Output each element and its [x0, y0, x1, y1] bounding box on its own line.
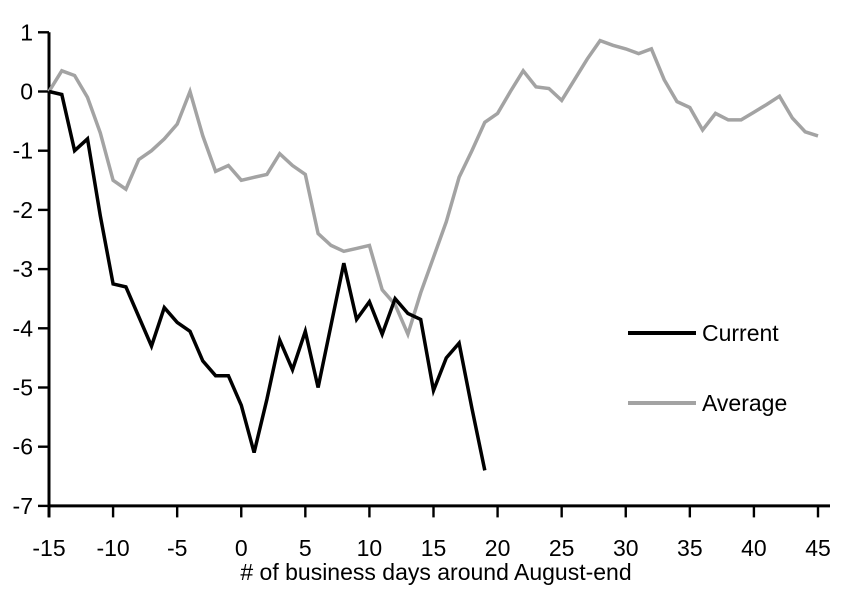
series-line-current	[48, 89, 487, 471]
x-axis-tick-label: 15	[421, 535, 447, 561]
y-axis-tick-label: -5	[13, 375, 33, 401]
x-axis-tick-label: -10	[96, 535, 129, 561]
y-axis-tick-label: -1	[13, 138, 33, 164]
y-axis-tick-label: 1	[20, 19, 33, 45]
x-axis-tick-label: -5	[167, 535, 187, 561]
y-axis-tick-label: -2	[13, 197, 33, 223]
x-axis-title: # of business days around August-end	[240, 559, 631, 585]
x-axis-tick-label: 25	[549, 535, 575, 561]
x-axis-tick-label: 10	[357, 535, 383, 561]
x-axis-tick-label: 40	[741, 535, 767, 561]
legend-label-current: Current	[702, 320, 779, 346]
y-axis-tick-label: -4	[13, 315, 34, 341]
y-axis-tick-label: -7	[13, 493, 33, 519]
legend: Current Average	[628, 320, 787, 416]
x-axis-tick-label: 5	[299, 535, 312, 561]
x-axis-tick-label: 20	[485, 535, 511, 561]
x-axis-tick-label: 35	[677, 535, 703, 561]
x-axis-tick-label: 45	[805, 535, 831, 561]
x-axis-tick-label: 0	[235, 535, 248, 561]
y-axis-tick-label: -6	[13, 434, 33, 460]
x-axis-tick-label: 30	[613, 535, 639, 561]
y-axis-tick-label: -3	[13, 256, 33, 282]
plot-area: 10-1-2-3-4-5-6-7-15 -10 -5 0 5 10 15 20 25 30 35 40…	[13, 19, 831, 561]
legend-label-average: Average	[702, 390, 787, 416]
x-axis-tick-label: -15	[32, 535, 65, 561]
series-line-average	[47, 38, 819, 340]
y-axis-tick-label: 0	[20, 79, 33, 105]
